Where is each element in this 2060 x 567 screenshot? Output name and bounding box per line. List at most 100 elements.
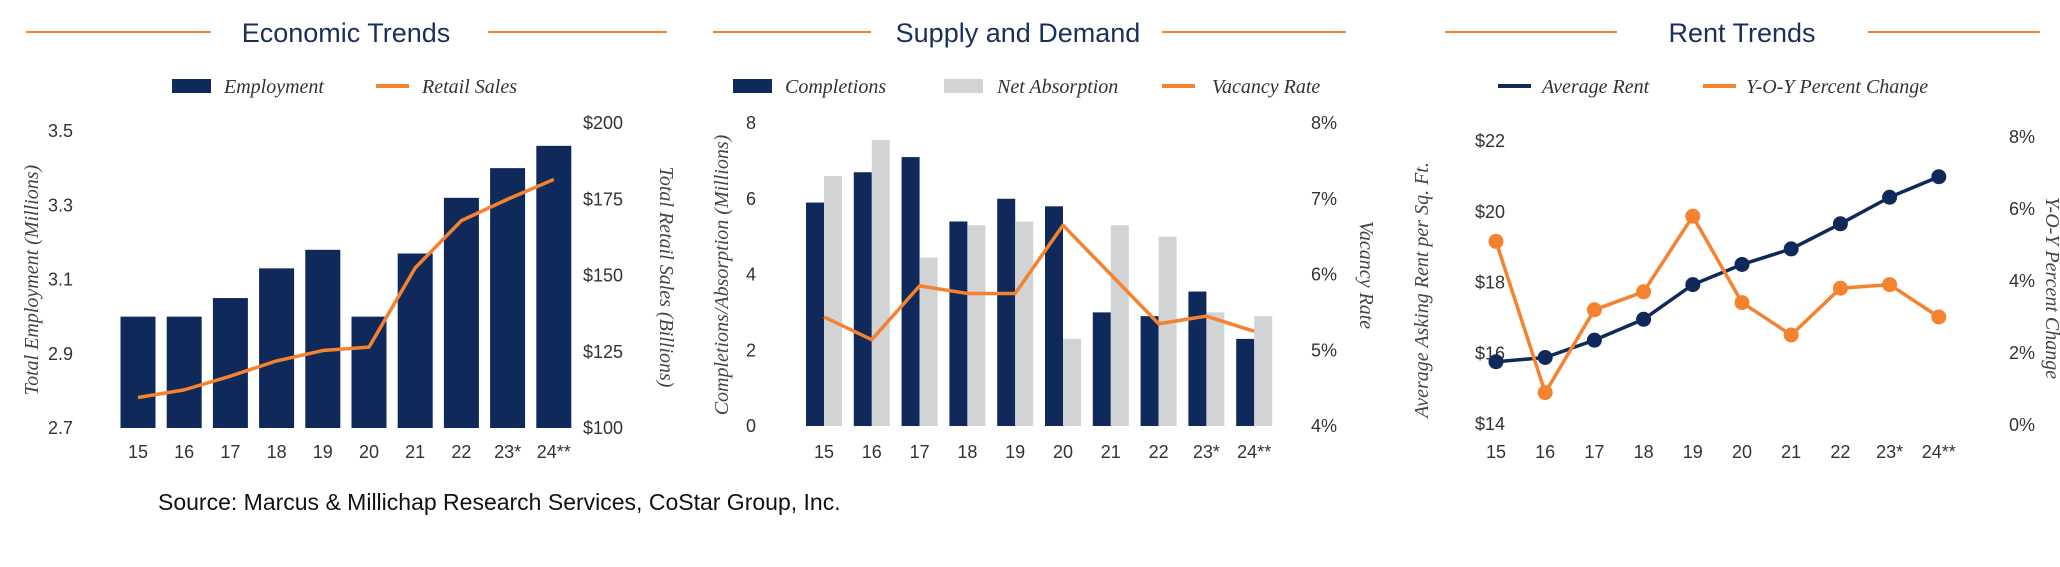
x-tick-label: 23* xyxy=(494,442,521,462)
x-tick-label: 21 xyxy=(1101,442,1121,462)
legend-swatch xyxy=(172,79,211,93)
bar-employment xyxy=(536,145,572,428)
right-axis-label: Y-O-Y Percent Change xyxy=(2041,197,2060,379)
right-tick-label: 8% xyxy=(2009,127,2035,147)
left-tick-label: 2 xyxy=(746,340,756,360)
chart-title: Economic Trends xyxy=(242,18,451,48)
left-tick-label: 2.9 xyxy=(48,344,73,364)
right-tick-label: 0% xyxy=(2009,415,2035,435)
left-tick-label: 0 xyxy=(746,416,756,436)
legend-swatch xyxy=(944,79,983,93)
left-tick-label: 6 xyxy=(746,189,756,209)
x-tick-label: 18 xyxy=(957,442,977,462)
data-point xyxy=(1783,241,1799,257)
x-tick-label: 18 xyxy=(1634,442,1654,462)
legend-label: Employment xyxy=(223,76,324,98)
legend-label: Net Absorption xyxy=(996,76,1118,98)
bar-employment xyxy=(259,268,295,428)
x-tick-label: 21 xyxy=(405,442,425,462)
right-tick-label: 6% xyxy=(2009,199,2035,219)
source-note: Source: Marcus & Millichap Research Serv… xyxy=(158,489,841,515)
data-point xyxy=(1586,332,1602,348)
left-axis-label: Total Employment (Millions) xyxy=(21,164,43,395)
bar-employment xyxy=(397,253,433,428)
left-tick-label: 3.3 xyxy=(48,195,73,215)
right-tick-label: $125 xyxy=(583,342,623,362)
chart-title: Rent Trends xyxy=(1668,18,1815,48)
x-tick-label: 23* xyxy=(1193,442,1220,462)
x-tick-label: 24** xyxy=(537,442,571,462)
data-point xyxy=(1931,169,1947,185)
right-tick-label: 2% xyxy=(2009,343,2035,363)
data-point xyxy=(1685,277,1701,293)
bar-net-absorption xyxy=(824,176,842,426)
left-tick-label: $22 xyxy=(1475,131,1505,151)
data-point xyxy=(1734,256,1750,272)
left-tick-label: $14 xyxy=(1475,414,1505,434)
left-tick-label: 4 xyxy=(746,265,756,285)
left-tick-label: 2.7 xyxy=(48,418,73,438)
x-tick-label: 20 xyxy=(1053,442,1073,462)
x-tick-label: 19 xyxy=(1005,442,1025,462)
x-tick-label: 24** xyxy=(1237,442,1271,462)
right-tick-label: 8% xyxy=(1311,113,1337,133)
x-tick-label: 16 xyxy=(174,442,194,462)
right-tick-label: $200 xyxy=(583,113,623,133)
left-tick-label: $18 xyxy=(1475,273,1505,293)
x-tick-label: 15 xyxy=(128,442,148,462)
legend-label: Vacancy Rate xyxy=(1212,76,1320,98)
legend-swatch xyxy=(733,79,772,93)
bar-completions xyxy=(1092,312,1111,426)
chart-1: Supply and Demand Completions Net Absorpti… xyxy=(711,18,1377,462)
series-line xyxy=(1494,214,1940,395)
bar-employment xyxy=(305,249,341,428)
series-line xyxy=(1495,175,1940,364)
x-tick-label: 15 xyxy=(814,442,834,462)
bar-employment xyxy=(490,168,526,428)
bar-net-absorption xyxy=(1063,338,1081,426)
x-tick-label: 16 xyxy=(862,442,882,462)
bar-employment xyxy=(120,316,156,428)
bar-net-absorption xyxy=(1206,312,1225,426)
x-tick-label: 19 xyxy=(313,442,333,462)
x-tick-label: 20 xyxy=(359,442,379,462)
right-tick-label: $100 xyxy=(583,418,623,438)
legend-label: Completions xyxy=(785,76,886,98)
data-point xyxy=(1685,208,1701,224)
bar-employment xyxy=(212,298,248,428)
chart-0: Economic Trends Employment Retail Sales 2.7… xyxy=(21,18,677,462)
right-axis-label: Vacancy Rate xyxy=(1355,221,1377,329)
left-tick-label: 3.1 xyxy=(48,270,73,290)
bar-net-absorption xyxy=(871,140,890,426)
bar-completions xyxy=(806,202,824,426)
legend-label: Average Rent xyxy=(1540,76,1650,98)
x-tick-label: 17 xyxy=(220,442,240,462)
x-tick-label: 15 xyxy=(1486,442,1506,462)
x-tick-label: 22 xyxy=(451,442,471,462)
bar-net-absorption xyxy=(1158,236,1177,426)
data-point xyxy=(1882,277,1898,293)
data-point xyxy=(1537,349,1553,365)
bar-completions xyxy=(997,198,1016,426)
x-tick-label: 21 xyxy=(1781,442,1801,462)
right-tick-label: $150 xyxy=(583,266,623,286)
right-tick-label: 5% xyxy=(1311,340,1337,360)
left-tick-label: 3.5 xyxy=(48,121,73,141)
right-tick-label: $175 xyxy=(583,189,623,209)
x-tick-label: 22 xyxy=(1830,442,1850,462)
x-tick-label: 22 xyxy=(1149,442,1169,462)
bar-employment xyxy=(443,197,479,428)
data-point xyxy=(1882,189,1898,205)
data-point xyxy=(1783,327,1799,343)
bar-net-absorption xyxy=(1110,225,1129,426)
data-point xyxy=(1488,233,1504,249)
right-tick-label: 7% xyxy=(1311,189,1337,209)
bar-net-absorption xyxy=(1015,221,1034,426)
x-tick-label: 20 xyxy=(1732,442,1752,462)
data-point xyxy=(1636,311,1652,327)
bar-employment xyxy=(351,316,387,428)
data-point xyxy=(1832,216,1848,232)
bar-net-absorption xyxy=(967,225,986,426)
data-point xyxy=(1832,280,1848,296)
